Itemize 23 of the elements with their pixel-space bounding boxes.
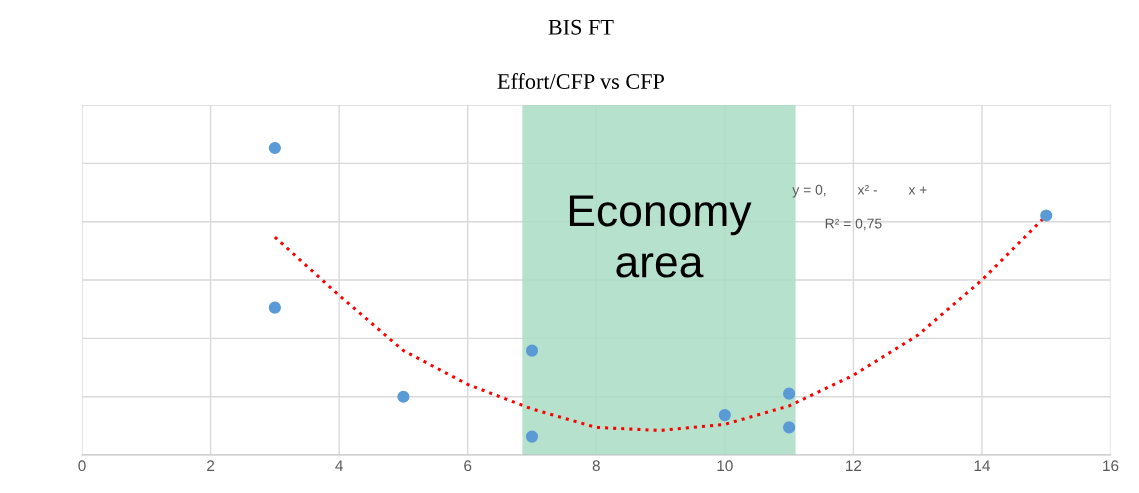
point: [718, 409, 731, 422]
chart-subtitle: Effort/CFP vs CFP: [497, 73, 664, 89]
point: [397, 390, 410, 403]
band-label: Economy area: [569, 195, 752, 278]
x-tick-label: 12: [846, 460, 862, 471]
point: [1040, 209, 1053, 222]
x-tick-label: 0: [78, 460, 86, 472]
point: [783, 387, 796, 400]
x-tick-label: 8: [592, 460, 600, 472]
point: [525, 344, 539, 357]
point: [525, 430, 539, 443]
annotation: y = 0, x² - x +: [792, 184, 927, 198]
x-tick-label: 4: [335, 460, 343, 471]
x-tick-label: 2: [207, 460, 215, 471]
x-tick-label: 16: [1103, 460, 1119, 472]
annotation: R² = 0,75: [825, 218, 882, 231]
x-tick-label: 6: [464, 460, 472, 472]
x-tick-label: 14: [974, 460, 991, 471]
chart-title: BIS FT: [548, 19, 614, 35]
point: [268, 141, 281, 155]
point: [783, 421, 796, 434]
x-tick-label: 10: [717, 460, 733, 472]
point: [268, 301, 281, 314]
